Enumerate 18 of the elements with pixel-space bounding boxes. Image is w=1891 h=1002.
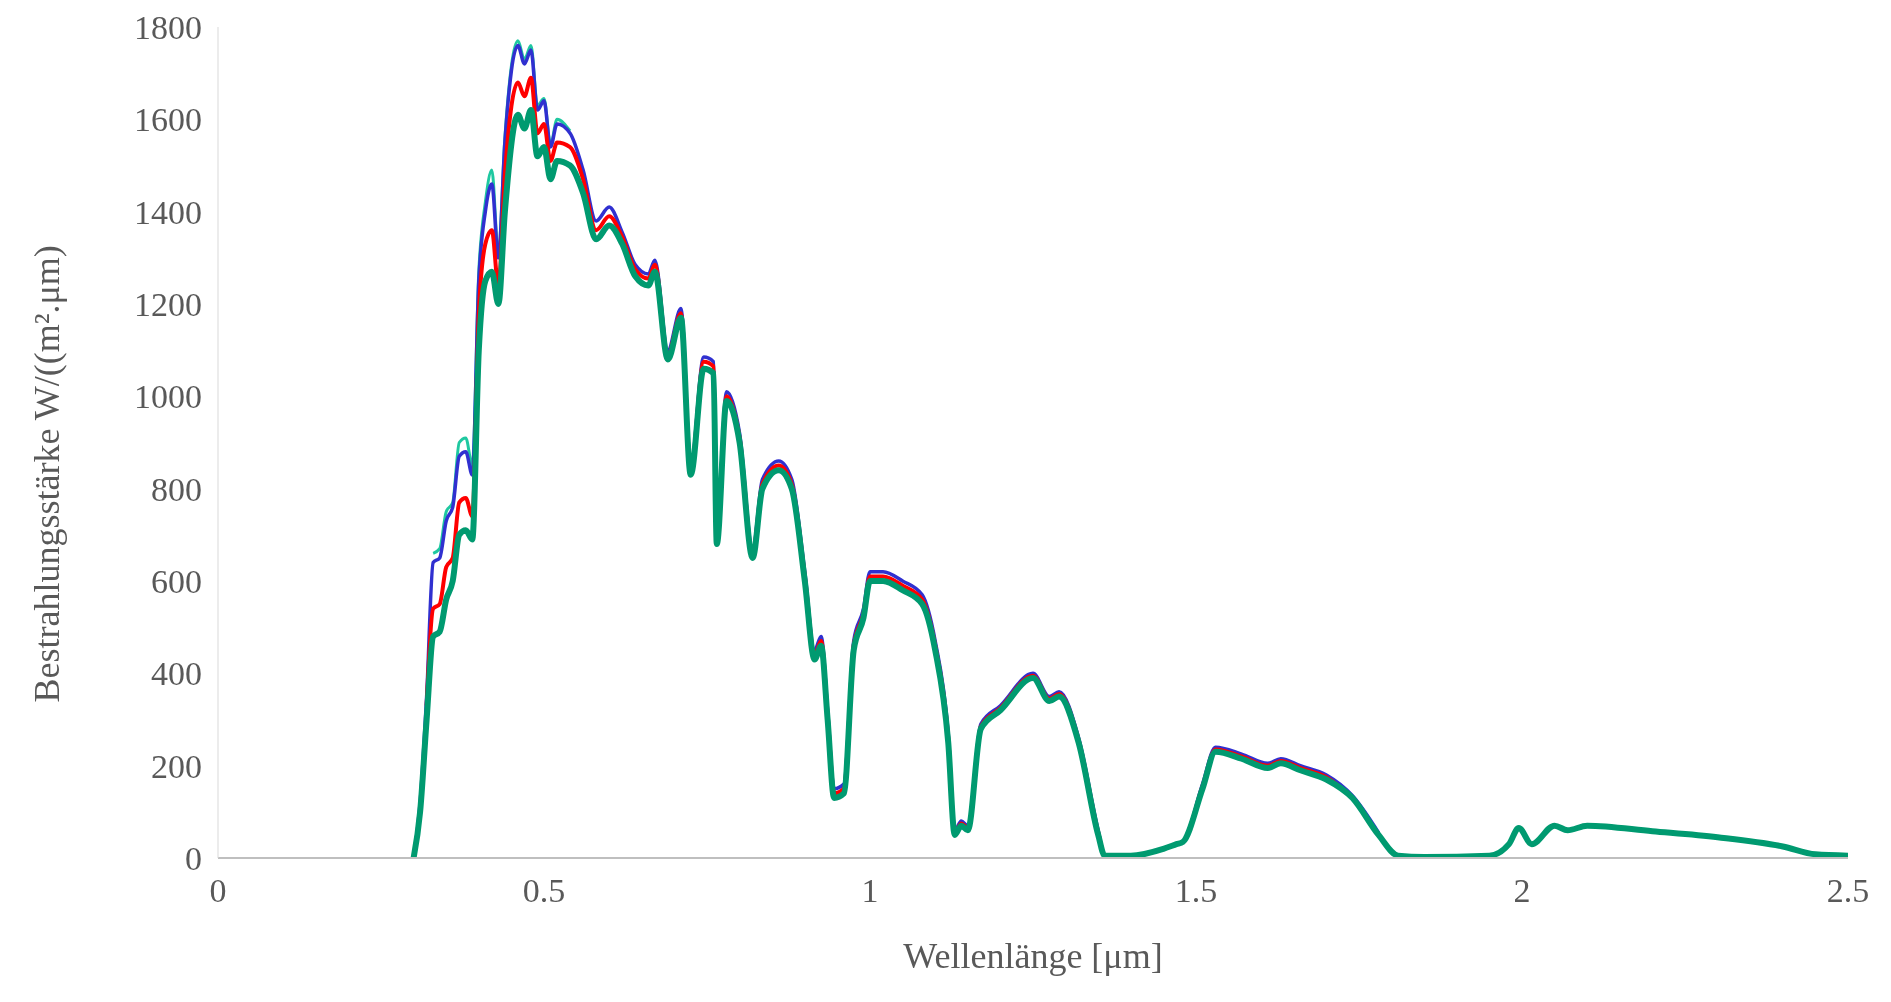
y-tick-label: 1800	[134, 9, 202, 47]
x-tick-label: 2	[1513, 872, 1531, 910]
y-tick-label: 200	[151, 747, 202, 785]
y-axis-title: Bestrahlungsstärke W/((m².μm)	[26, 245, 67, 703]
y-tick-label: 1400	[134, 193, 202, 231]
y-tick-label: 400	[151, 655, 202, 693]
x-axis-title: Wellenlänge [μm]	[903, 936, 1163, 976]
y-tick-label: 1000	[134, 378, 202, 416]
x-tick-label: 0	[209, 872, 227, 910]
y-tick-label: 1200	[134, 286, 202, 324]
y-tick-label: 0	[185, 840, 202, 878]
y-tick-label: 600	[151, 563, 202, 601]
y-tick-label: 1600	[134, 101, 202, 139]
y-tick-label: 800	[151, 470, 202, 508]
x-tick-label: 1	[861, 872, 879, 910]
x-tick-label: 2.5	[1826, 872, 1870, 910]
x-tick-label: 1.5	[1174, 872, 1218, 910]
x-tick-label: 0.5	[522, 872, 566, 910]
